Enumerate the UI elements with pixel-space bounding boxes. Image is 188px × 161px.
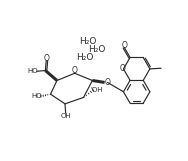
Text: 'OH: 'OH (90, 86, 103, 93)
Text: H₂O: H₂O (89, 45, 106, 54)
Text: OH: OH (60, 113, 71, 119)
Text: O: O (72, 66, 78, 75)
Text: H₂O: H₂O (76, 53, 93, 62)
Text: O: O (104, 78, 110, 87)
Text: HO: HO (31, 93, 42, 99)
Text: H₂O: H₂O (79, 37, 96, 46)
Text: O: O (122, 41, 127, 50)
Text: O: O (44, 54, 50, 63)
Text: O: O (120, 64, 126, 73)
Text: HO: HO (28, 68, 38, 74)
